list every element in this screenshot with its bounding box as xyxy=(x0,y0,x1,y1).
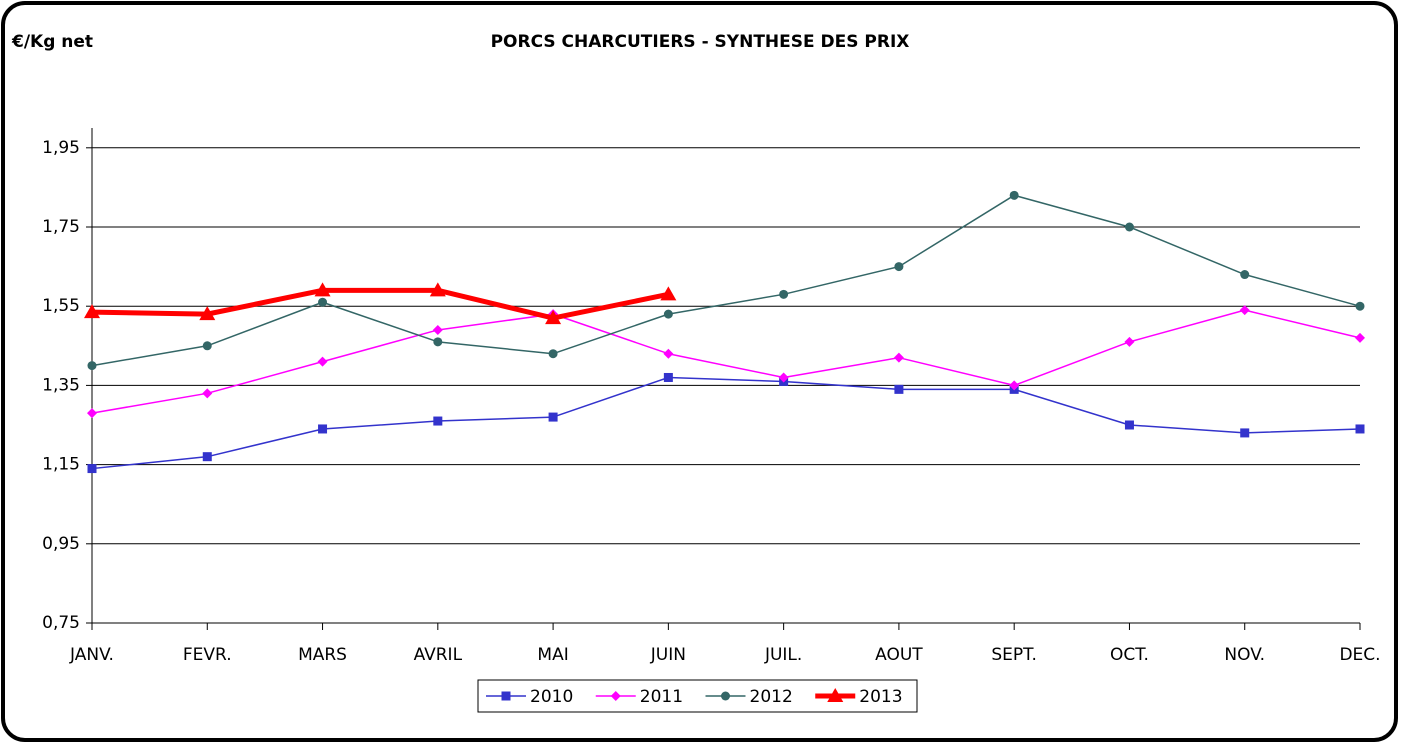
data-point xyxy=(663,348,674,359)
data-point xyxy=(1009,380,1020,391)
x-tick-label: MAI xyxy=(537,645,568,665)
legend-label: 2013 xyxy=(859,687,902,707)
data-point xyxy=(87,408,97,419)
x-tick-label: SEPT. xyxy=(991,645,1037,665)
data-point xyxy=(1355,424,1365,434)
series-line xyxy=(91,194,1361,367)
data-point xyxy=(199,306,216,321)
legend-marker xyxy=(501,691,511,701)
data-point xyxy=(894,262,904,272)
legend-marker xyxy=(827,688,844,702)
data-point xyxy=(87,361,97,371)
data-point xyxy=(1240,428,1250,438)
data-point xyxy=(893,352,904,363)
x-tick-label: AVRIL xyxy=(414,645,463,665)
legend-marker xyxy=(610,691,621,701)
y-tick-label: 1,95 xyxy=(42,138,80,158)
data-point xyxy=(1009,190,1019,200)
data-point xyxy=(202,388,213,399)
y-tick-label: 1,55 xyxy=(42,296,80,316)
legend-marker xyxy=(721,691,730,701)
data-point xyxy=(318,297,328,307)
data-point xyxy=(314,282,331,297)
data-point xyxy=(663,372,673,382)
data-point xyxy=(202,341,212,351)
data-point xyxy=(433,337,443,347)
data-point xyxy=(894,384,904,394)
y-tick-label: 1,75 xyxy=(42,217,80,237)
x-tick-label: JUIN xyxy=(650,645,686,665)
chart-title: PORCS CHARCUTIERS - SYNTHESE DES PRIX xyxy=(491,32,910,52)
y-tick-label: 1,15 xyxy=(42,455,80,475)
x-tick-label: JANV. xyxy=(69,645,114,665)
data-point xyxy=(1240,270,1250,280)
data-point xyxy=(318,424,328,434)
y-tick-label: 0,75 xyxy=(42,613,80,633)
data-point xyxy=(779,289,789,299)
data-point xyxy=(778,372,789,383)
data-point xyxy=(1355,301,1365,311)
y-tick-label: 0,95 xyxy=(42,534,80,554)
legend-label: 2012 xyxy=(750,687,793,707)
data-point xyxy=(548,412,558,422)
y-tick-label: 1,35 xyxy=(42,375,80,395)
legend-label: 2010 xyxy=(530,687,573,707)
data-point xyxy=(429,282,446,297)
x-tick-label: NOV. xyxy=(1224,645,1265,665)
y-axis-label: €/Kg net xyxy=(11,32,93,52)
data-point xyxy=(1124,420,1134,430)
x-tick-label: JUIL. xyxy=(764,645,802,665)
data-point xyxy=(87,464,97,474)
data-point xyxy=(433,416,443,426)
data-point xyxy=(1355,332,1365,343)
data-point xyxy=(545,310,562,325)
data-point xyxy=(663,309,673,319)
data-point xyxy=(1124,336,1135,347)
x-tick-label: MARS xyxy=(298,645,347,665)
data-point xyxy=(660,286,677,301)
data-point xyxy=(1124,222,1134,232)
data-point xyxy=(548,349,558,359)
legend-label: 2011 xyxy=(640,687,683,707)
x-tick-label: AOUT xyxy=(875,645,923,665)
data-point xyxy=(84,304,100,319)
x-tick-label: DEC. xyxy=(1339,645,1380,665)
series-line xyxy=(91,309,1361,414)
data-point xyxy=(1239,305,1250,316)
data-point xyxy=(432,324,443,335)
data-point xyxy=(317,356,328,367)
series-line xyxy=(91,287,669,321)
data-point xyxy=(202,452,212,462)
series-line xyxy=(91,376,1361,470)
x-tick-label: OCT. xyxy=(1110,645,1149,665)
x-tick-label: FEVR. xyxy=(183,645,232,665)
